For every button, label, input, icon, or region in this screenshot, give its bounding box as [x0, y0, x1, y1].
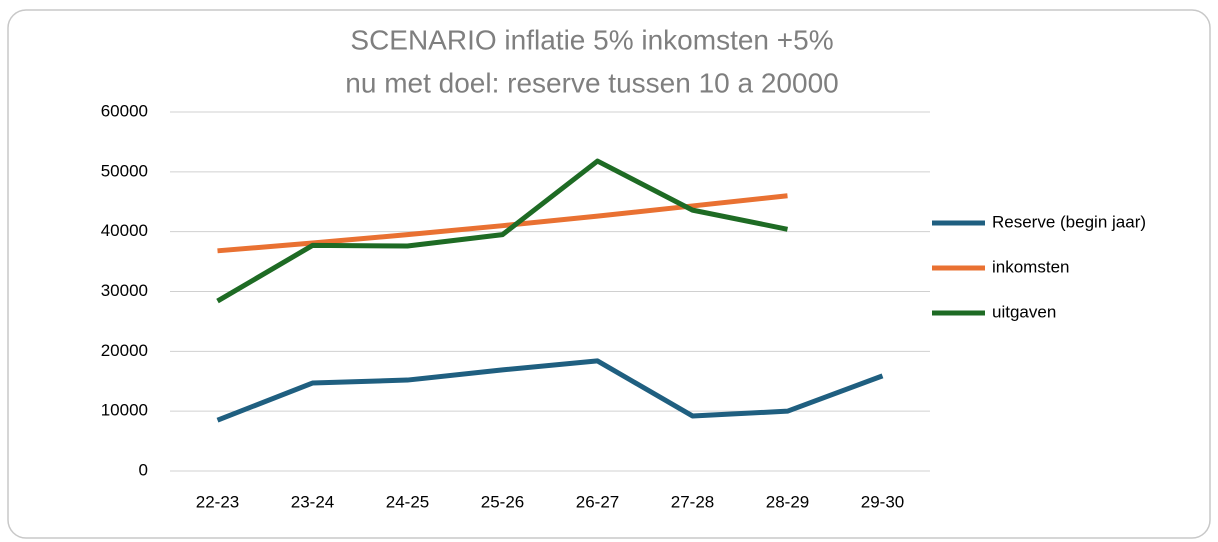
- x-tick-label: 29-30: [861, 492, 904, 511]
- x-tick-label: 25-26: [481, 492, 524, 511]
- series-line: [216, 358, 884, 423]
- x-tick-label: 22-23: [196, 492, 239, 511]
- y-tick-label: 0: [139, 460, 148, 479]
- x-tick-label: 24-25: [386, 492, 429, 511]
- y-tick-label: 20000: [101, 341, 148, 360]
- x-tick-label: 23-24: [291, 492, 334, 511]
- x-tick-label: 27-28: [671, 492, 714, 511]
- x-tick-label: 26-27: [576, 492, 619, 511]
- chart-subtitle: nu met doel: reserve tussen 10 a 20000: [345, 67, 838, 98]
- legend-label: uitgaven: [992, 302, 1056, 321]
- legend-label: inkomsten: [992, 257, 1069, 276]
- y-tick-label: 50000: [101, 161, 148, 180]
- chart-title: SCENARIO inflatie 5% inkomsten +5%: [350, 24, 833, 55]
- y-tick-label: 30000: [101, 281, 148, 300]
- y-tick-label: 60000: [101, 101, 148, 120]
- y-tick-label: 40000: [101, 221, 148, 240]
- legend-label: Reserve (begin jaar): [992, 212, 1146, 231]
- x-tick-label: 28-29: [766, 492, 809, 511]
- chart-frame: [7, 9, 1211, 539]
- series-line: [216, 158, 788, 304]
- y-tick-label: 10000: [101, 401, 148, 420]
